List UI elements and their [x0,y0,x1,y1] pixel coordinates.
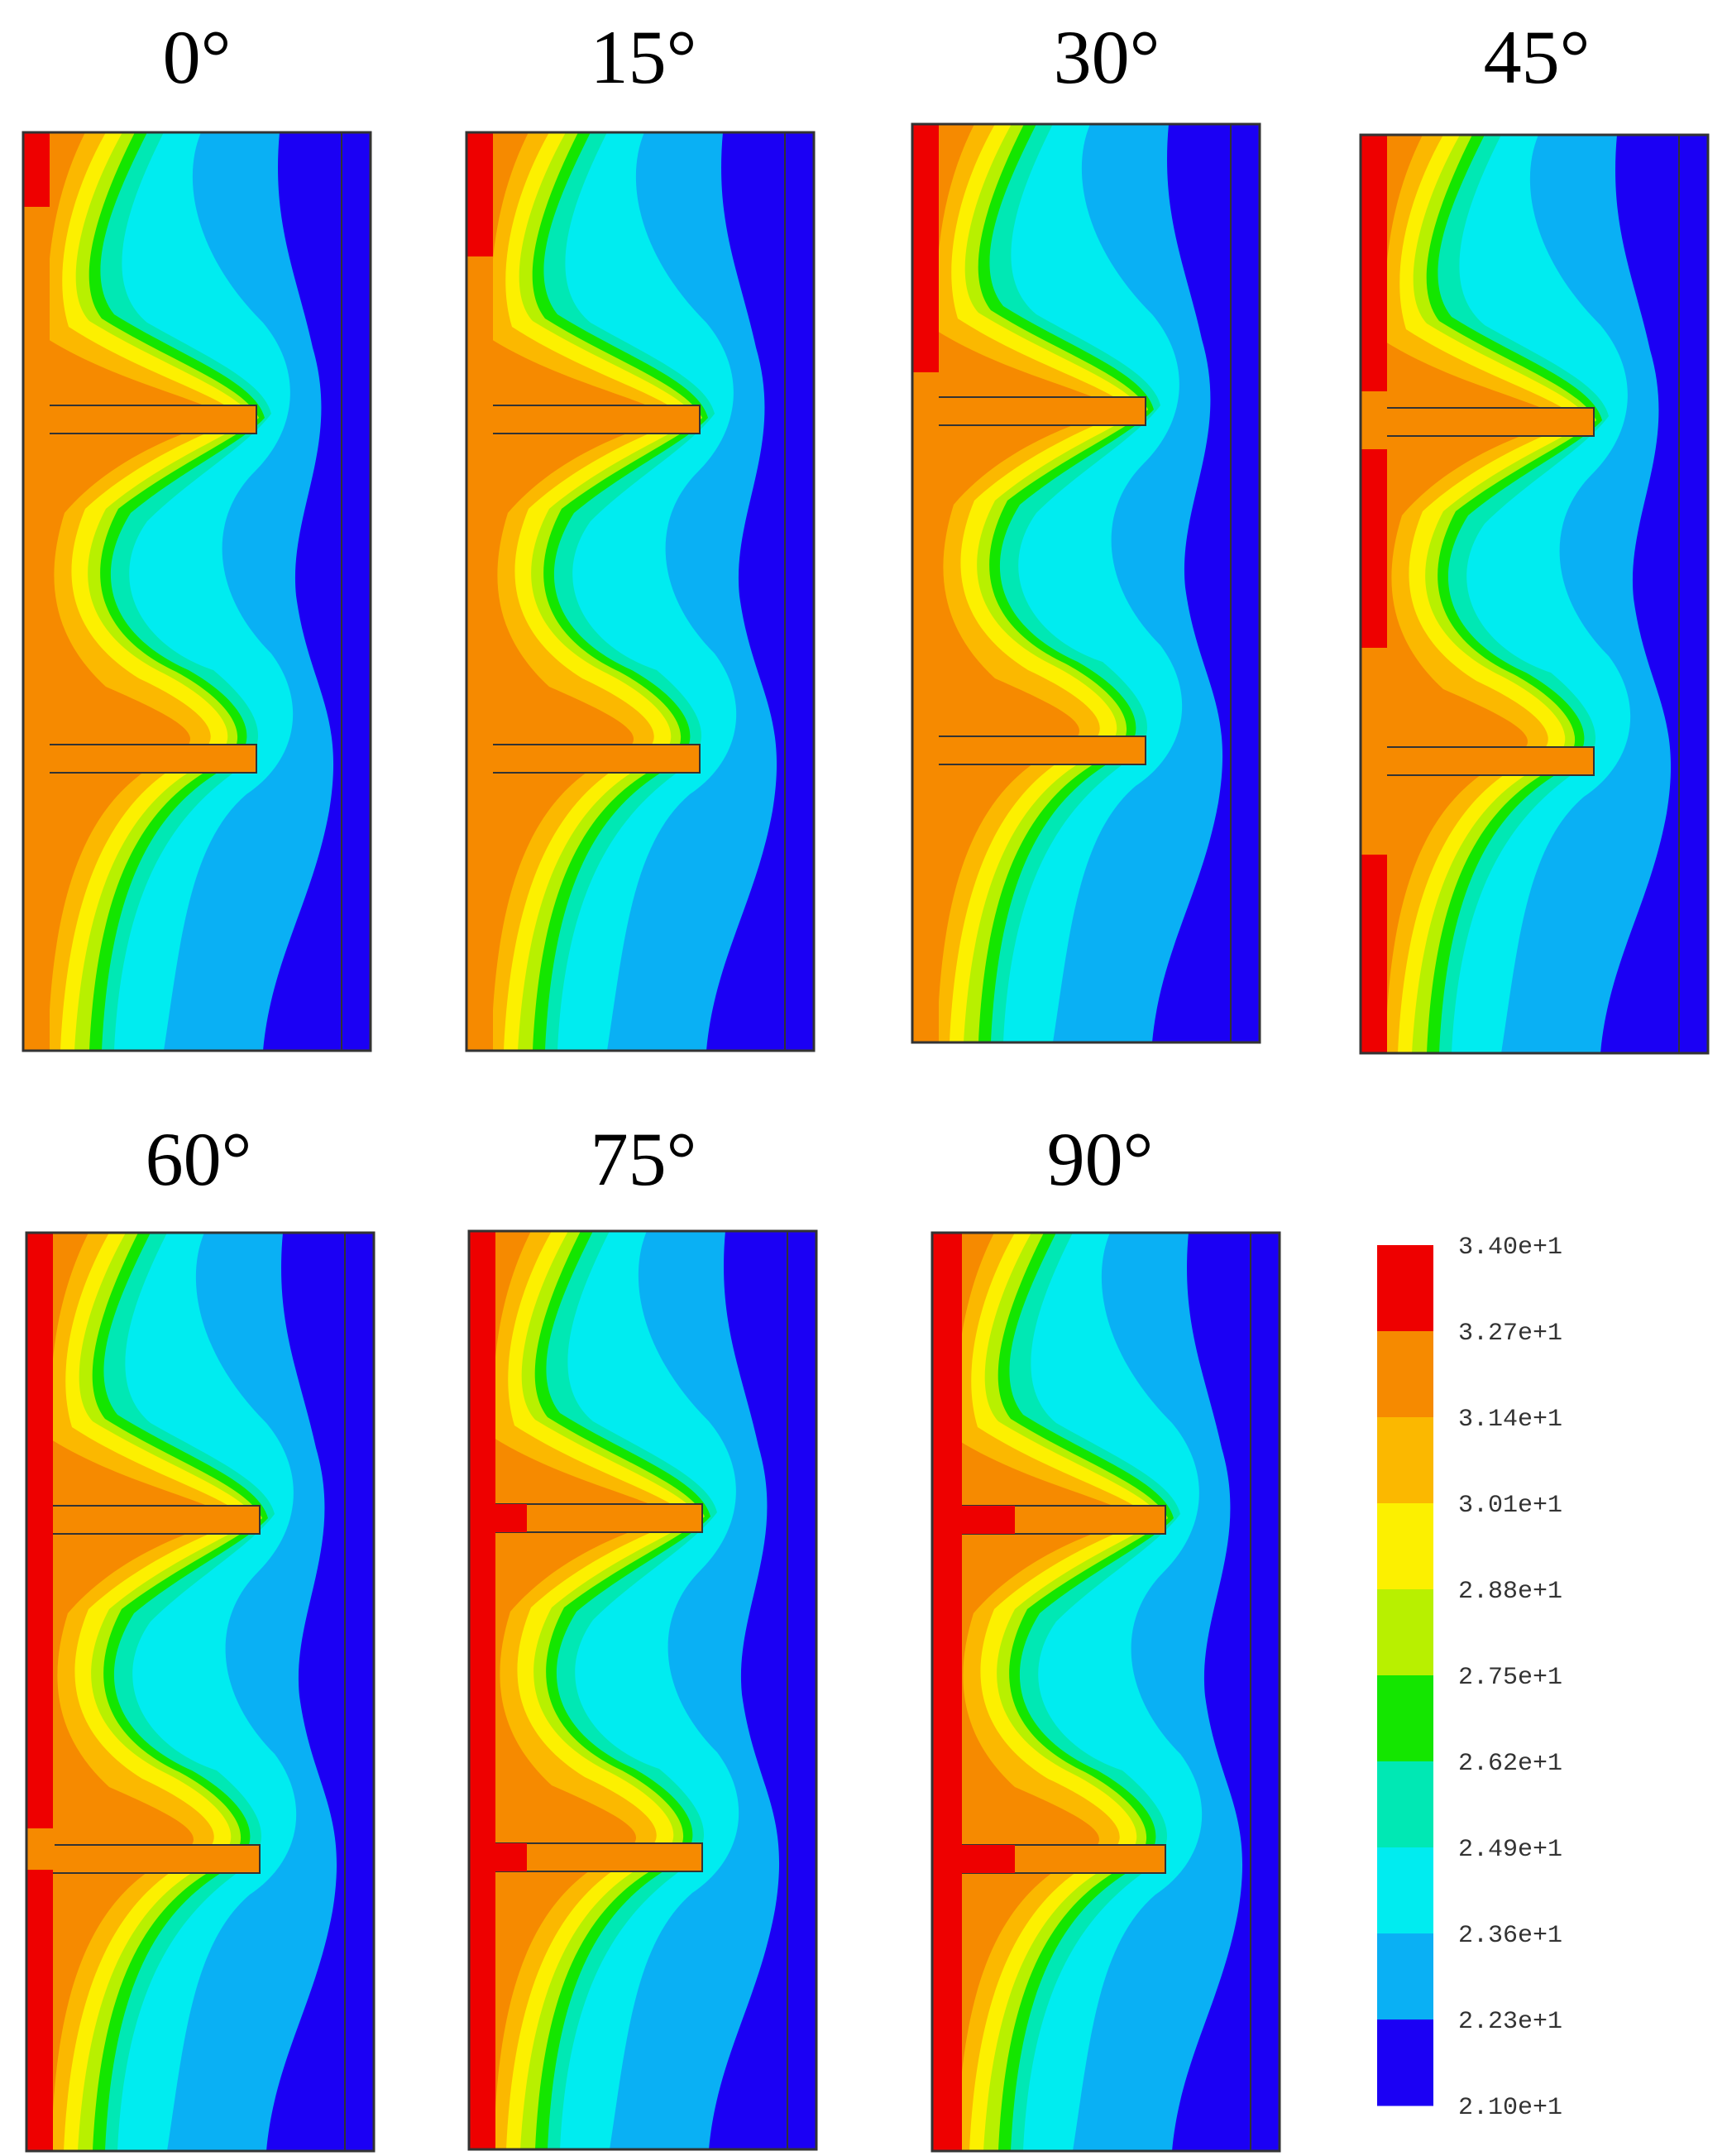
colorbar-swatch [1377,1589,1433,1676]
colorbar-label: 3.27e+1 [1458,1320,1562,1348]
colorbar-swatch [1377,1675,1433,1762]
panel-title-15deg: 15° [591,15,697,99]
colorbar-label: 2.10e+1 [1458,2094,1562,2122]
colorbar-label: 3.01e+1 [1458,1492,1562,1520]
colorbar-label: 2.75e+1 [1458,1664,1562,1692]
colorbar-swatch [1377,1933,1433,2020]
colorbar-label: 2.49e+1 [1458,1836,1562,1864]
panel-title-90deg: 90° [1047,1117,1154,1201]
panel-title-60deg: 60° [146,1117,252,1201]
panel-title-30deg: 30° [1054,15,1160,99]
colorbar-swatch [1377,1331,1433,1418]
colorbar-label: 2.88e+1 [1458,1578,1562,1606]
colorbar-swatch [1377,1417,1433,1504]
panel-0deg [22,131,372,1052]
colorbar: 3.40e+1 3.27e+1 3.14e+1 3.01e+1 2.88e+1 2.75e… [1377,1234,1562,2122]
colorbar-swatch [1377,1761,1433,1848]
panel-15deg [465,131,816,1052]
panel-90deg [930,1231,1281,2153]
colorbar-swatch [1377,1847,1433,1934]
panel-45deg [1359,133,1710,1055]
panel-title-75deg: 75° [591,1117,697,1201]
colorbar-label: 2.36e+1 [1458,1922,1562,1950]
panel-title-0deg: 0° [163,15,232,99]
colorbar-swatch [1377,2019,1433,2106]
colorbar-label: 2.23e+1 [1458,2008,1562,2036]
panel-75deg [467,1229,818,2151]
colorbar-swatch [1377,1245,1433,1332]
panel-title-45deg: 45° [1484,15,1591,99]
colorbar-swatch [1377,1503,1433,1590]
colorbar-label: 3.40e+1 [1458,1234,1562,1262]
colorbar-label: 3.14e+1 [1458,1406,1562,1434]
panel-60deg [25,1231,376,2153]
colorbar-label: 2.62e+1 [1458,1750,1562,1778]
panel-30deg [911,122,1261,1044]
